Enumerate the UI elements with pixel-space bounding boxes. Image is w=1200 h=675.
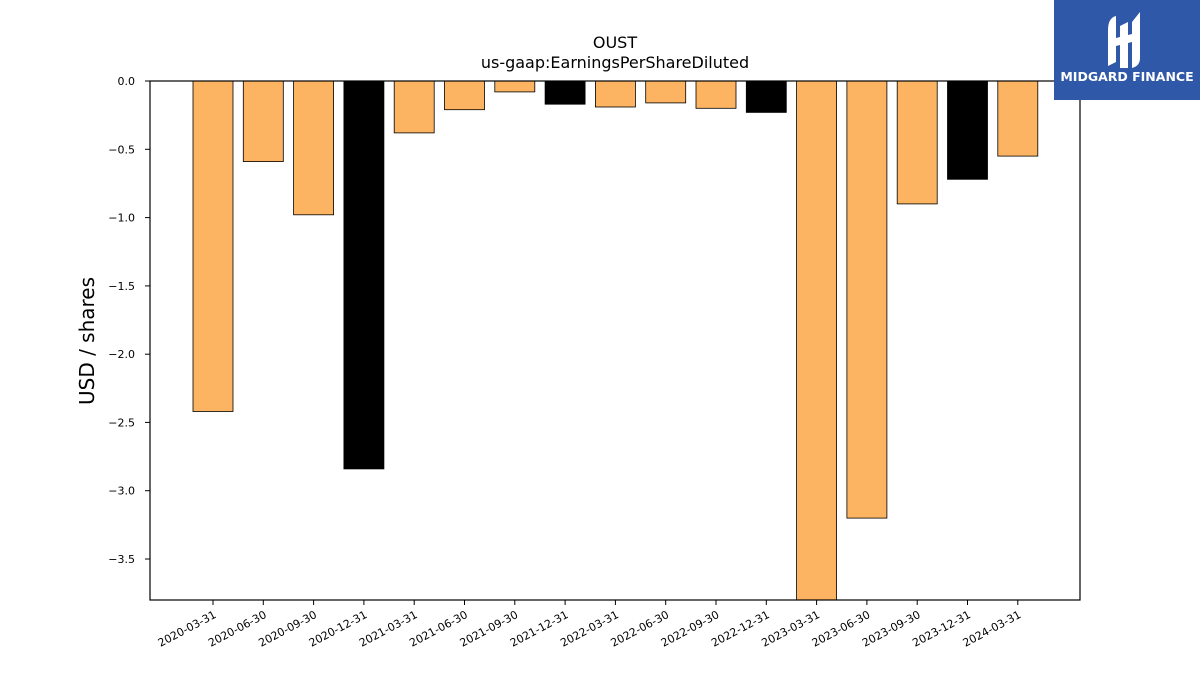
y-ticks-group: 0.0 −0.5 −1.0 −1.5 −2.0 −2.5 −3.0 −3.5 bbox=[108, 75, 150, 566]
y-tick-label: −2.0 bbox=[108, 348, 135, 361]
bars-group bbox=[192, 80, 1039, 601]
y-tick-label: −0.5 bbox=[108, 143, 135, 156]
bar-2021-06-30 bbox=[444, 80, 485, 111]
plot-frame bbox=[149, 80, 1081, 601]
bar-2022-03-31 bbox=[595, 80, 636, 108]
bar-2020-09-30 bbox=[293, 80, 335, 216]
bar-2024-03-31 bbox=[997, 80, 1039, 157]
chart-title: OUST bbox=[593, 33, 637, 52]
logo-mark-icon bbox=[1108, 12, 1140, 68]
bar-2020-12-31 bbox=[343, 80, 385, 470]
bar-2020-03-31 bbox=[192, 80, 234, 412]
bar-2023-03-31 bbox=[796, 80, 837, 601]
bar-2022-06-30 bbox=[645, 80, 687, 104]
bar-2020-06-30 bbox=[242, 80, 284, 162]
y-tick-label: −2.5 bbox=[108, 416, 135, 429]
bar-2023-06-30 bbox=[846, 80, 888, 519]
bar-2023-12-31 bbox=[947, 80, 988, 180]
bar-2021-12-31 bbox=[544, 80, 586, 105]
y-tick-label: 0.0 bbox=[118, 75, 136, 88]
y-tick-label: −1.0 bbox=[108, 212, 135, 225]
bar-2022-12-31 bbox=[745, 80, 787, 113]
x-ticks-group: 2020-03-312020-06-302020-09-302020-12-31… bbox=[156, 600, 1023, 650]
y-tick-label: −3.0 bbox=[108, 485, 135, 498]
y-tick-label: −1.5 bbox=[108, 280, 135, 293]
logo-text: MIDGARD FINANCE bbox=[1060, 69, 1194, 84]
company-logo: MIDGARD FINANCE bbox=[1054, 0, 1200, 100]
bar-2023-09-30 bbox=[896, 80, 938, 205]
y-tick-label: −3.5 bbox=[108, 553, 135, 566]
bar-2021-09-30 bbox=[494, 80, 536, 93]
y-axis-label: USD / shares bbox=[75, 277, 99, 405]
chart-subtitle: us-gaap:EarningsPerShareDiluted bbox=[481, 53, 749, 72]
bar-2022-09-30 bbox=[695, 80, 737, 109]
bar-2021-03-31 bbox=[393, 80, 435, 134]
